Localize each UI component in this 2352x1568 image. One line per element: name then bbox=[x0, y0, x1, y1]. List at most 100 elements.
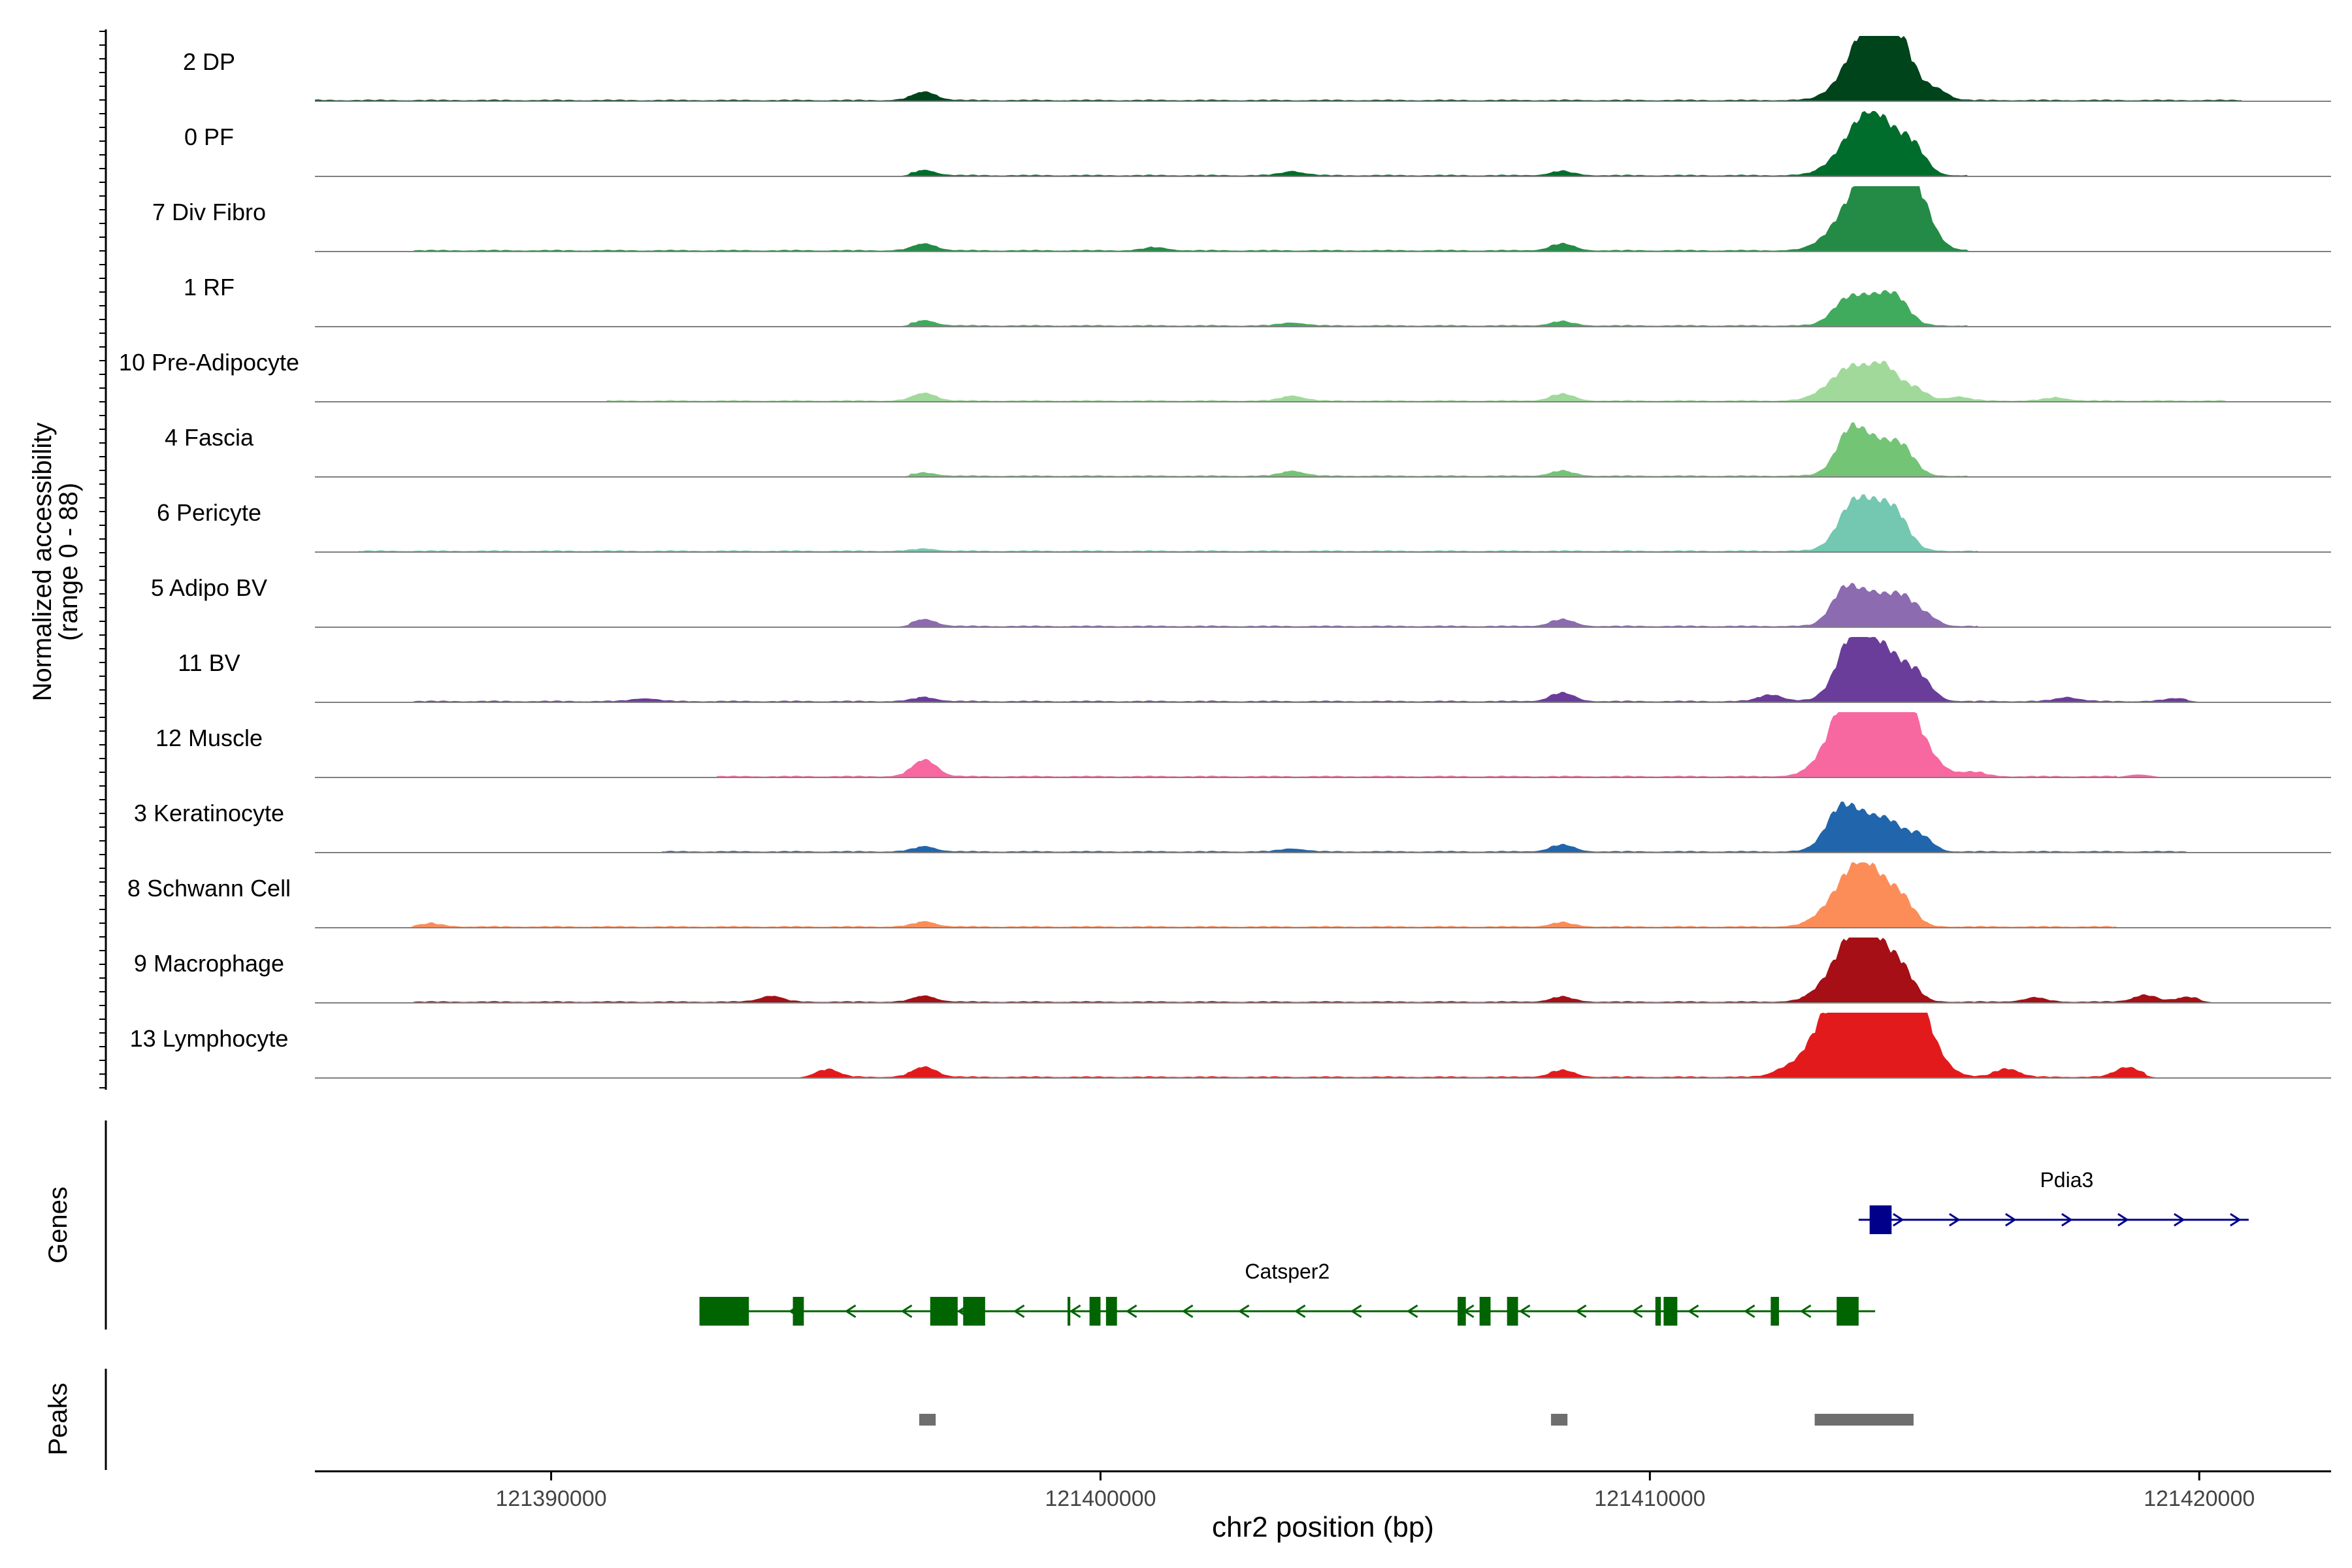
track-label: 10 Pre-Adipocyte bbox=[119, 349, 299, 376]
gene-exon bbox=[792, 1297, 804, 1326]
track-3: 7 Div Fibro bbox=[152, 186, 2331, 252]
gene-strand-arrow bbox=[844, 1304, 857, 1318]
track-9: 11 BV bbox=[178, 637, 2331, 703]
track-coverage-area bbox=[315, 637, 2331, 702]
genes-panel-label: Genes bbox=[44, 1186, 73, 1264]
gene-exon bbox=[930, 1297, 958, 1326]
track-8: 5 Adipo BV bbox=[151, 574, 2331, 628]
x-axis-tick-label: 121410000 bbox=[1594, 1486, 1705, 1511]
track-13: 9 Macrophage bbox=[134, 938, 2331, 1004]
gene-strand-arrow bbox=[1406, 1304, 1418, 1318]
gene-strand-arrow bbox=[1575, 1304, 1587, 1318]
gene-exon bbox=[699, 1297, 749, 1326]
coverage-tracks: 2 DP 0 PF 7 Div Fibro 1 RF 10 Pre-Adipocyte 4… bbox=[119, 36, 2331, 1079]
track-coverage-area bbox=[315, 1013, 2331, 1078]
track-4: 1 RF bbox=[184, 274, 2331, 327]
x-axis: 121390000 121400000 121410000 121420000 chr… bbox=[315, 1470, 2331, 1543]
track-label: 1 RF bbox=[184, 274, 235, 301]
x-axis-label: chr2 position (bp) bbox=[1212, 1511, 1434, 1543]
track-coverage-area bbox=[315, 712, 2331, 777]
track-7: 6 Pericyte bbox=[157, 494, 2331, 553]
gene-exon bbox=[1458, 1297, 1466, 1326]
x-axis-tick-label: 121390000 bbox=[495, 1486, 606, 1511]
y-axis-range-label: (range 0 - 88) bbox=[54, 483, 83, 641]
gene-pdia3: Pdia3 bbox=[1858, 1168, 2249, 1234]
gene-strand-arrow bbox=[1181, 1304, 1194, 1318]
gene-exon bbox=[1663, 1297, 1678, 1326]
gene-exon bbox=[1655, 1297, 1661, 1326]
y-axis: Normalized accessibility (range 0 - 88) bbox=[28, 29, 107, 1090]
gene-strand-arrow bbox=[2061, 1213, 2073, 1227]
track-2: 0 PF bbox=[184, 111, 2331, 177]
track-10: 12 Muscle bbox=[155, 712, 2331, 778]
track-label: 12 Muscle bbox=[155, 725, 263, 751]
track-1: 2 DP bbox=[183, 36, 2331, 102]
gene-exon bbox=[1089, 1297, 1101, 1326]
gene-exon bbox=[963, 1297, 985, 1326]
track-coverage-area bbox=[315, 422, 2331, 477]
gene-exon bbox=[1837, 1297, 1859, 1326]
track-coverage-area bbox=[315, 494, 2331, 552]
track-label: 4 Fascia bbox=[165, 424, 254, 451]
gene-catsper2: Catsper2 bbox=[699, 1260, 1876, 1326]
track-coverage-area bbox=[315, 938, 2331, 1003]
track-coverage-area bbox=[315, 361, 2331, 402]
genes-panel: Genes Pdia3 Catsper2 bbox=[44, 1120, 2249, 1330]
gene-exon bbox=[1771, 1297, 1779, 1326]
gene-strand-arrow bbox=[1949, 1213, 1961, 1227]
track-12: 8 Schwann Cell bbox=[127, 862, 2331, 928]
y-axis-label: Normalized accessibility bbox=[28, 423, 57, 702]
gene-exon bbox=[1067, 1297, 1071, 1326]
gene-exon bbox=[1507, 1297, 1518, 1326]
gene-exon bbox=[1105, 1297, 1117, 1326]
gene-strand-arrow bbox=[1743, 1304, 1756, 1318]
track-label: 8 Schwann Cell bbox=[127, 875, 291, 902]
gene-strand-arrow bbox=[1237, 1304, 1250, 1318]
gene-strand-arrow bbox=[2230, 1213, 2242, 1227]
gene-strand-arrow bbox=[1125, 1304, 1137, 1318]
track-coverage-area bbox=[315, 862, 2331, 928]
track-label: 11 BV bbox=[178, 649, 240, 676]
gene-models: Pdia3 Catsper2 bbox=[699, 1168, 2249, 1326]
track-label: 6 Pericyte bbox=[157, 499, 261, 526]
peak-region bbox=[1550, 1414, 1568, 1426]
y-axis-ticks bbox=[99, 31, 106, 1088]
track-label: 7 Div Fibro bbox=[152, 199, 266, 225]
track-14: 13 Lymphocyte bbox=[130, 1013, 2331, 1079]
gene-strand-arrow bbox=[1799, 1304, 1812, 1318]
track-coverage-area bbox=[315, 289, 2331, 327]
track-coverage-area bbox=[315, 582, 2331, 627]
gene-strand-arrow bbox=[1687, 1304, 1699, 1318]
track-label: 9 Macrophage bbox=[134, 950, 284, 977]
gene-strand-arrow bbox=[1294, 1304, 1306, 1318]
track-coverage-area bbox=[315, 111, 2331, 176]
track-coverage-area bbox=[315, 801, 2331, 853]
peak-region bbox=[919, 1414, 936, 1426]
track-coverage-area bbox=[315, 36, 2331, 101]
track-11: 3 Keratinocyte bbox=[134, 800, 2331, 853]
gene-strand-arrow bbox=[900, 1304, 913, 1318]
gene-exon bbox=[1869, 1205, 1892, 1234]
x-axis-tick-label: 121400000 bbox=[1045, 1486, 1156, 1511]
peaks-panel: Peaks bbox=[44, 1369, 1914, 1470]
track-coverage-area bbox=[315, 186, 2331, 252]
peaks-panel-label: Peaks bbox=[44, 1382, 73, 1455]
gene-label: Pdia3 bbox=[2040, 1168, 2093, 1192]
track-label: 13 Lymphocyte bbox=[130, 1025, 289, 1052]
gene-strand-arrow bbox=[1069, 1304, 1081, 1318]
gene-strand-arrow bbox=[2117, 1213, 2129, 1227]
track-5: 10 Pre-Adipocyte bbox=[119, 349, 2331, 402]
track-label: 3 Keratinocyte bbox=[134, 800, 284, 826]
peak-region bbox=[1814, 1414, 1914, 1426]
gene-strand-arrow bbox=[1518, 1304, 1531, 1318]
gene-label: Catsper2 bbox=[1245, 1260, 1330, 1283]
gene-strand-arrow bbox=[1350, 1304, 1362, 1318]
gene-strand-arrow bbox=[1893, 1213, 1904, 1227]
track-6: 4 Fascia bbox=[165, 422, 2331, 478]
track-label: 5 Adipo BV bbox=[151, 574, 267, 601]
peak-regions bbox=[919, 1414, 1914, 1426]
x-axis-tick-label: 121420000 bbox=[2144, 1486, 2255, 1511]
gene-strand-arrow bbox=[1631, 1304, 1643, 1318]
track-label: 0 PF bbox=[184, 123, 234, 150]
